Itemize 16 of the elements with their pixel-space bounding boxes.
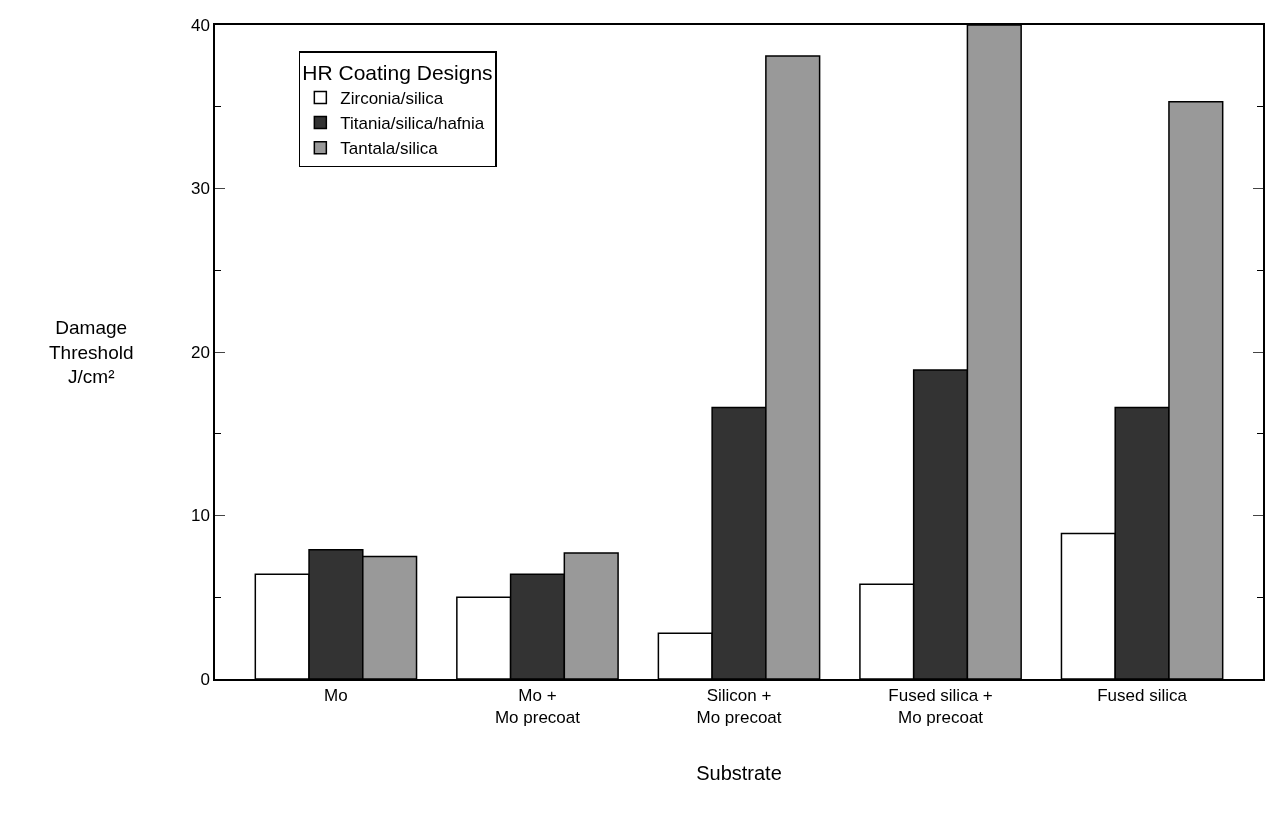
x-tick-label: Mo xyxy=(324,686,348,706)
y-tick-label: 40 xyxy=(190,15,210,35)
y-tick-label: 30 xyxy=(190,179,210,199)
x-tick-label: Silicon + Mo precoat xyxy=(696,686,782,728)
y-tick-label: 20 xyxy=(190,342,210,362)
legend-label: Titania/silica/hafnia xyxy=(340,114,485,134)
x-tick-label: Mo + Mo precoat xyxy=(494,686,581,728)
x-tick-label: Fused silica + Mo precoat xyxy=(888,686,993,728)
y-tick-label: 10 xyxy=(190,506,210,526)
y-axis-title: Damage Threshold J/cm² xyxy=(49,317,134,388)
legend-label: Tantala/silica xyxy=(340,139,439,159)
x-axis-title: Substrate xyxy=(696,762,782,785)
x-tick-label: Fused silica xyxy=(1097,686,1188,706)
legend-label: Zirconia/silica xyxy=(340,89,444,109)
legend-title: HR Coating Designs xyxy=(302,60,493,84)
y-tick-label: 0 xyxy=(200,669,210,689)
